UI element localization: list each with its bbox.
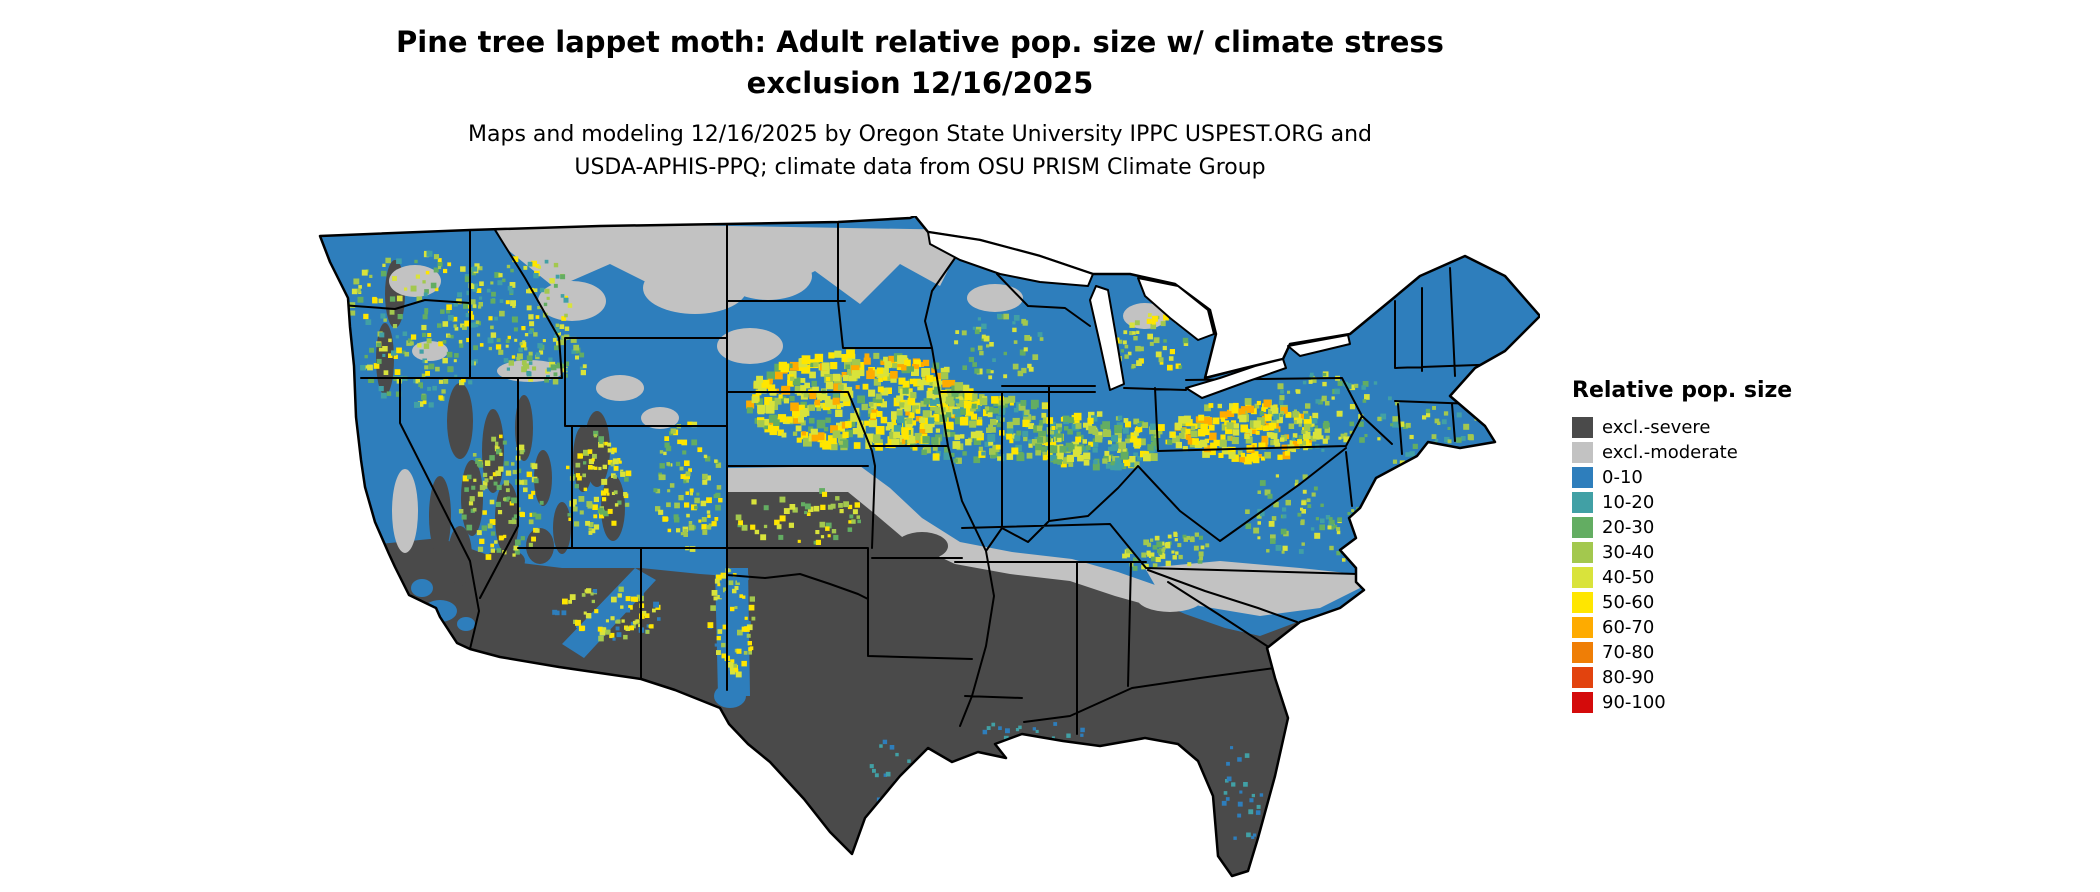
legend-item-label: 70-80 xyxy=(1602,642,1655,663)
subtitle-line-2: USDA-APHIS-PPQ; climate data from OSU PR… xyxy=(574,155,1266,180)
legend-item-label: 40-50 xyxy=(1602,567,1655,588)
legend-swatch xyxy=(1572,467,1593,488)
legend-item-label: 30-40 xyxy=(1602,542,1655,563)
legend-item-label: 20-30 xyxy=(1602,517,1655,538)
subtitle: Maps and modeling 12/16/2025 by Oregon S… xyxy=(0,118,1840,184)
legend-swatch xyxy=(1572,542,1593,563)
lake-erie xyxy=(1185,358,1287,399)
legend-swatch xyxy=(1572,442,1593,463)
great-lakes xyxy=(927,231,1351,399)
legend-item-label: 0-10 xyxy=(1602,467,1643,488)
legend-item: 20-30 xyxy=(1572,515,1792,540)
legend-item: excl.-moderate xyxy=(1572,440,1792,465)
legend-swatch xyxy=(1572,592,1593,613)
lake-huron xyxy=(1137,277,1215,341)
legend-item: 0-10 xyxy=(1572,465,1792,490)
legend-item-label: 60-70 xyxy=(1602,617,1655,638)
legend-item: 30-40 xyxy=(1572,540,1792,565)
lake-michigan xyxy=(1089,285,1125,391)
legend-swatch xyxy=(1572,667,1593,688)
lake-ontario xyxy=(1287,334,1351,357)
legend-item: 80-90 xyxy=(1572,665,1792,690)
page-title-line-2: exclusion 12/16/2025 xyxy=(746,66,1094,100)
legend-item-label: 10-20 xyxy=(1602,492,1655,513)
legend-swatch xyxy=(1572,642,1593,663)
legend-swatch xyxy=(1572,567,1593,588)
legend-item: 70-80 xyxy=(1572,640,1792,665)
legend-item: 50-60 xyxy=(1572,590,1792,615)
legend-item-label: excl.-severe xyxy=(1602,417,1711,438)
central-transition-band xyxy=(727,466,1158,608)
legend-swatch xyxy=(1572,492,1593,513)
legend-item-label: excl.-moderate xyxy=(1602,442,1738,463)
legend-item: excl.-severe xyxy=(1572,415,1792,440)
legend-item-label: 50-60 xyxy=(1602,592,1655,613)
northern-moderate-region xyxy=(492,222,968,304)
legend-item: 40-50 xyxy=(1572,565,1792,590)
header: Pine tree lappet moth: Adult relative po… xyxy=(0,22,1840,184)
legend-item-label: 80-90 xyxy=(1602,667,1655,688)
subtitle-line-1: Maps and modeling 12/16/2025 by Oregon S… xyxy=(468,122,1372,147)
legend-item-label: 90-100 xyxy=(1602,692,1666,713)
us-map xyxy=(318,214,1542,878)
map-container xyxy=(300,214,1542,888)
state-borders xyxy=(326,221,1506,735)
us-outline xyxy=(318,214,1542,878)
legend-item: 10-20 xyxy=(1572,490,1792,515)
az-mogollon-region xyxy=(562,568,656,658)
nm-mountains-region xyxy=(715,568,750,696)
legend-title: Relative pop. size xyxy=(1572,378,1793,403)
legend-swatch xyxy=(1572,517,1593,538)
legend: Relative pop. size excl.-severe excl.-mod… xyxy=(1572,378,1792,715)
legend-swatch xyxy=(1572,692,1593,713)
legend-items: excl.-severe excl.-moderate 0-10 10-20 20-30… xyxy=(1572,415,1792,715)
legend-swatch xyxy=(1572,417,1593,438)
lake-superior xyxy=(927,231,1094,287)
legend-item: 60-70 xyxy=(1572,615,1792,640)
page-title-line-1: Pine tree lappet moth: Adult relative po… xyxy=(396,25,1444,59)
legend-item: 90-100 xyxy=(1572,690,1792,715)
legend-swatch xyxy=(1572,617,1593,638)
